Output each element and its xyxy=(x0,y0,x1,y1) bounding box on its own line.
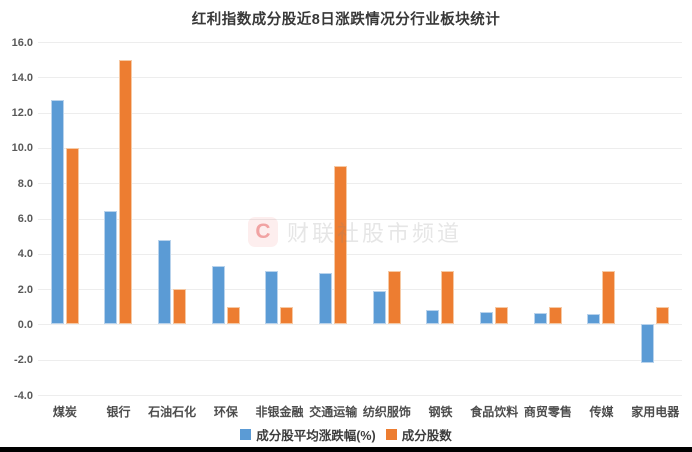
y-tick-label: 16.0 xyxy=(11,36,33,49)
gridline xyxy=(38,324,682,326)
bar-group-12 xyxy=(628,42,682,395)
bar-avg-change-2 xyxy=(104,211,118,325)
bar-stock-count-3 xyxy=(173,289,187,325)
gridline xyxy=(38,147,682,149)
gridline xyxy=(38,253,682,255)
bar-stock-count-11 xyxy=(602,271,616,325)
x-tick-label-4: 环保 xyxy=(213,405,238,419)
bar-group-10 xyxy=(521,42,575,395)
y-tick-label: -4.0 xyxy=(14,389,33,402)
legend-swatch-icon xyxy=(240,429,252,440)
gridline xyxy=(38,183,682,185)
bar-avg-change-10 xyxy=(533,312,547,325)
bar-group-11 xyxy=(575,42,629,395)
bar-avg-change-6 xyxy=(319,273,333,325)
y-tick-label: 14.0 xyxy=(11,71,33,84)
bar-group-5 xyxy=(253,42,307,395)
gridline xyxy=(38,218,682,220)
gridline xyxy=(38,42,682,43)
x-tick-label-10: 商贸零售 xyxy=(523,405,572,419)
bar-avg-change-11 xyxy=(587,313,601,325)
bar-avg-change-7 xyxy=(372,290,386,325)
bar-stock-count-10 xyxy=(548,306,562,325)
bar-avg-change-4 xyxy=(211,266,225,325)
y-tick-label: -2.0 xyxy=(14,354,33,367)
bar-stock-count-12 xyxy=(656,306,670,325)
x-axis: 煤炭 银行 石油石化 环保 非银金融 交通运输 纺织服饰 钢铁 食品饮料 商贸零售 传媒 家用电器 xyxy=(38,403,682,419)
bar-stock-count-7 xyxy=(387,271,401,325)
x-tick-label-1: 煤炭 xyxy=(52,405,77,419)
legend: 成分股平均涨跌幅(%) 成分股数 xyxy=(0,425,692,444)
x-tick-label-11: 传媒 xyxy=(589,405,614,419)
x-tick-label-3: 石油石化 xyxy=(148,405,197,419)
bar-avg-change-8 xyxy=(426,310,440,325)
bar-avg-change-1 xyxy=(50,100,64,325)
y-axis: 16.0 14.0 12.0 10.0 8.0 6.0 4.0 2.0 0.0 -2.0 -4.0 xyxy=(0,37,33,402)
bar-group-3 xyxy=(145,42,199,395)
x-tick-label-2: 银行 xyxy=(106,405,131,419)
x-tick-label-7: 纺织服饰 xyxy=(362,405,411,419)
x-tick-label-5: 非银金融 xyxy=(255,405,304,419)
bar-stock-count-1 xyxy=(65,147,79,325)
legend-swatch-icon xyxy=(385,429,397,440)
y-tick-label: 12.0 xyxy=(11,107,33,120)
plot-area xyxy=(38,42,682,396)
bar-avg-change-3 xyxy=(158,239,172,325)
y-tick-label: 2.0 xyxy=(17,283,33,296)
gridline xyxy=(38,77,682,79)
gridline xyxy=(38,112,682,114)
bar-stock-count-2 xyxy=(119,59,133,325)
y-tick-label: 6.0 xyxy=(17,213,33,225)
legend-item-1: 成分股平均涨跌幅(%) xyxy=(240,425,376,444)
x-tick-label-12: 家用电器 xyxy=(631,405,680,419)
bar-group-1 xyxy=(38,42,92,395)
y-tick-label: 4.0 xyxy=(17,248,33,261)
bar-stock-count-6 xyxy=(334,165,348,325)
bar-group-6 xyxy=(306,42,360,395)
bar-stock-count-4 xyxy=(226,306,240,325)
legend-item-2: 成分股数 xyxy=(385,425,452,444)
y-tick-label: 10.0 xyxy=(11,142,33,155)
y-tick-label: 8.0 xyxy=(17,177,33,190)
bar-avg-change-9 xyxy=(480,312,494,325)
gridline xyxy=(38,395,682,396)
x-tick-label-8: 钢铁 xyxy=(428,405,453,419)
bar-group-4 xyxy=(199,42,253,395)
legend-label: 成分股平均涨跌幅(%) xyxy=(256,429,376,443)
bottom-strip xyxy=(0,447,692,452)
legend-label: 成分股数 xyxy=(401,429,452,443)
bar-group-9 xyxy=(467,42,521,395)
bar-avg-change-5 xyxy=(265,271,279,325)
bar-stock-count-8 xyxy=(441,271,455,325)
gridline xyxy=(38,289,682,291)
bar-stock-count-5 xyxy=(280,306,294,325)
bar-avg-change-12 xyxy=(641,324,655,364)
y-tick-label: 0.0 xyxy=(17,318,33,331)
x-tick-label-9: 食品饮料 xyxy=(470,405,519,419)
chart-title: 红利指数成分股近8日涨跌情况分行业板块统计 xyxy=(191,12,501,28)
gridline xyxy=(38,359,682,361)
bar-group-8 xyxy=(414,42,468,395)
bar-group-2 xyxy=(92,42,146,395)
x-tick-label-6: 交通运输 xyxy=(309,405,358,419)
bar-stock-count-9 xyxy=(495,306,509,325)
bar-group-7 xyxy=(360,42,414,395)
